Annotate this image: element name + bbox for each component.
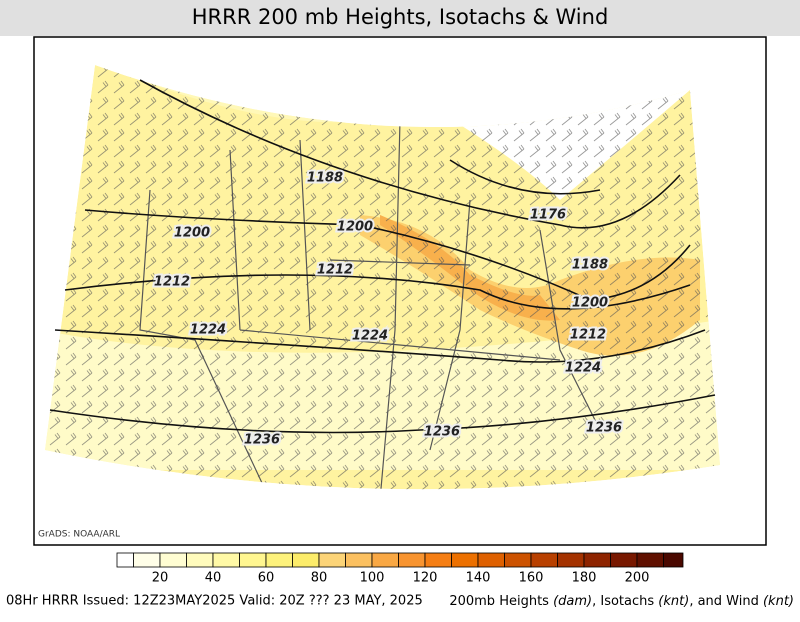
colorbar-label: 100	[360, 571, 385, 586]
footer-right: 200mb Heights (dam), Isotachs (knt), and…	[449, 594, 794, 609]
contour-label: 1212	[154, 275, 190, 290]
contour-label: 1188	[307, 171, 343, 186]
colorbar-swatch	[504, 552, 532, 568]
contour-label: 1212	[317, 263, 353, 278]
footer-part: , Isotachs	[592, 594, 658, 609]
height-contour	[84, 209, 691, 301]
colorbar-swatch	[239, 552, 267, 568]
colorbar-swatch	[636, 552, 664, 568]
colorbar-swatch	[477, 552, 505, 568]
height-contour	[449, 159, 601, 195]
contour-label: 1236	[424, 425, 460, 440]
colorbar-label: 160	[519, 571, 544, 586]
footer-part: (knt)	[658, 594, 689, 609]
colorbar-swatch	[451, 552, 479, 568]
title-bar	[0, 0, 800, 36]
height-contour	[139, 79, 681, 229]
colorbar-swatch	[371, 552, 399, 568]
colorbar-swatch	[530, 552, 558, 568]
state-borders	[139, 119, 601, 490]
colorbar-swatch	[424, 552, 452, 568]
contour-label: 1188	[572, 258, 608, 273]
colorbar-swatch	[133, 552, 161, 568]
footer-part: , and Wind	[689, 594, 763, 609]
colorbar-swatch	[318, 552, 346, 568]
title: HRRR 200 mb Heights, Isotachs & Wind	[192, 5, 609, 29]
contour-label: 1200	[337, 220, 373, 235]
colorbar: 20 40 60 80 100 120 140 160 180 200	[116, 552, 684, 586]
colorbar-swatch	[345, 552, 373, 568]
credit: GrADS: NOAA/ARL	[38, 530, 120, 540]
colorbar-swatch	[159, 552, 187, 568]
colorbar-swatch	[610, 552, 638, 568]
colorbar-label: 80	[311, 571, 328, 586]
contour-label: 1224	[190, 323, 226, 338]
wind-barbs	[45, 65, 720, 490]
contour-label: 1212	[570, 328, 606, 343]
colorbar-label: 180	[572, 571, 597, 586]
colorbar-label: 60	[258, 571, 275, 586]
colorbar-swatch	[398, 552, 426, 568]
contour-label: 1224	[565, 361, 601, 376]
contour-label: 1236	[586, 421, 622, 436]
colorbar-swatch	[583, 552, 611, 568]
contour-label: 1200	[572, 296, 608, 311]
colorbar-swatch	[557, 552, 585, 568]
colorbar-swatch	[186, 552, 214, 568]
colorbar-swatch	[663, 552, 684, 568]
contour-label: 1236	[244, 433, 280, 448]
footer-part: 200mb Heights	[449, 594, 553, 609]
colorbar-swatch	[292, 552, 320, 568]
footer-part: (dam)	[553, 594, 592, 609]
height-contour	[49, 394, 716, 434]
colorbar-label: 120	[413, 571, 438, 586]
footer-part: (knt)	[763, 594, 794, 609]
colorbar-label: 20	[152, 571, 169, 586]
colorbar-swatch	[116, 552, 134, 568]
colorbar-label: 200	[625, 571, 650, 586]
contour-label: 1176	[530, 208, 566, 223]
contour-label: 1200	[174, 226, 210, 241]
colorbar-swatch	[265, 552, 293, 568]
colorbar-swatch	[212, 552, 240, 568]
colorbar-label: 140	[466, 571, 491, 586]
footer-left: 08Hr HRRR Issued: 12Z23MAY2025 Valid: 20…	[6, 594, 423, 609]
colorbar-label: 40	[205, 571, 222, 586]
height-contour	[64, 274, 691, 310]
contour-label: 1224	[352, 329, 388, 344]
height-contour	[54, 329, 706, 363]
